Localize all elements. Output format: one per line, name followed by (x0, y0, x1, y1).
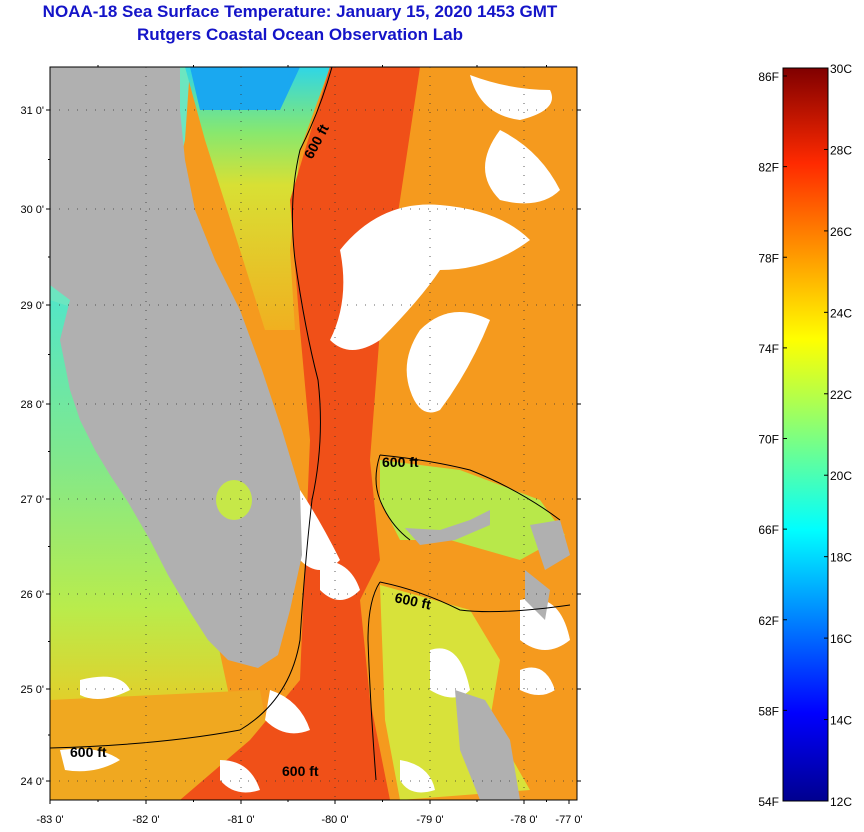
lon-label: -83 0' (36, 814, 63, 826)
cloud-cover (60, 75, 570, 793)
lake-okeechobee (216, 480, 252, 520)
lon-label: -81 0' (227, 814, 254, 826)
lon-label: -78 0' (510, 814, 537, 826)
colorbar-c-label: 20C (830, 469, 852, 483)
colorbar-f-label: 86F (758, 70, 779, 84)
colorbar-f-label: 74F (758, 342, 779, 356)
nearshore-water (185, 67, 330, 330)
colorbar-c-label: 22C (830, 388, 852, 402)
eleuthera-island (525, 570, 550, 620)
colorbar-c-label: 14C (830, 714, 852, 728)
colorbar (782, 67, 829, 802)
lat-label: 28 0' (20, 399, 44, 411)
colorbar-labels: 86F 82F 78F 74F 70F 66F 62F 58F 54F 30C 28C 26C 24C 2… (758, 62, 852, 809)
lon-label: -77 0' (555, 814, 582, 826)
colorbar-f-label: 82F (758, 161, 779, 175)
grand-bahama-island (405, 510, 490, 545)
contour-label: 600 ft (393, 589, 432, 612)
lon-label: -82 0' (132, 814, 159, 826)
lon-label: -79 0' (416, 814, 443, 826)
colorbar-c-label: 30C (830, 62, 852, 76)
contour-label: 600 ft (382, 454, 419, 470)
lat-label: 25 0' (20, 684, 44, 696)
contour-label: 600 ft (282, 763, 319, 779)
lat-label: 27 0' (20, 494, 44, 506)
colorbar-f-label: 66F (758, 523, 779, 537)
600ft-isobath (50, 67, 571, 781)
colorbar-f-label: 58F (758, 704, 779, 718)
colorbar-f-label: 54F (758, 795, 779, 809)
map-subtitle: Rutgers Coastal Ocean Observation Lab (137, 25, 463, 44)
colorbar-c-label: 12C (830, 795, 852, 809)
map-imagery (50, 67, 577, 800)
andros-island (455, 690, 520, 800)
colorbar-c-label: 26C (830, 225, 852, 239)
map-frame (49, 66, 578, 801)
abaco-island (530, 520, 570, 570)
lat-label: 31 0' (20, 105, 44, 117)
contour-label: 600 ft (70, 744, 107, 760)
map-title: NOAA-18 Sea Surface Temperature: January… (42, 2, 558, 21)
colorbar-c-label: 16C (830, 632, 852, 646)
map-axes: 31 0' 30 0' 29 0' 28 0' 27 0' 26 0' 25 0' 24 0'… (20, 65, 583, 826)
lon-label: -80 0' (321, 814, 348, 826)
colorbar-c-label: 28C (830, 143, 852, 157)
colorbar-f-label: 70F (758, 433, 779, 447)
lat-label: 26 0' (20, 589, 44, 601)
lat-label: 30 0' (20, 204, 44, 216)
lat-label: 29 0' (20, 300, 44, 312)
colorbar-f-label: 78F (758, 251, 779, 265)
cold-water-patch (190, 67, 300, 110)
colorbar-f-label: 62F (758, 614, 779, 628)
colorbar-c-label: 18C (830, 551, 852, 565)
lat-label: 24 0' (20, 776, 44, 788)
colorbar-c-label: 24C (830, 306, 852, 320)
